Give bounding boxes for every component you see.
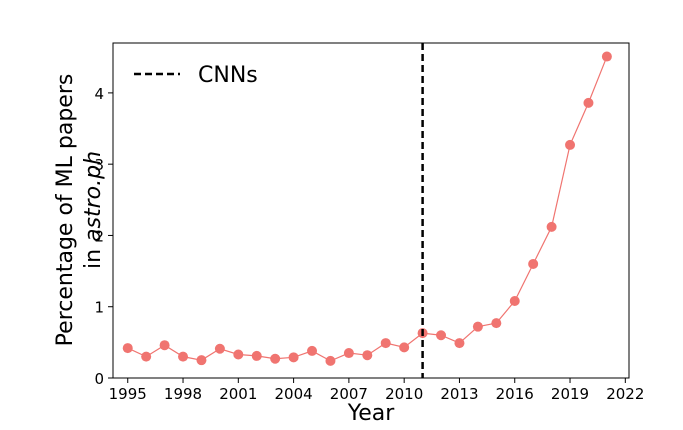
data-point-2016: [509, 296, 520, 307]
data-point-2013: [454, 338, 465, 349]
data-point-2015: [491, 318, 502, 329]
data-point-1998: [178, 351, 189, 362]
data-point-2020: [583, 97, 594, 108]
plot-frame: [112, 42, 630, 379]
data-point-2018: [546, 221, 557, 232]
legend-label-cnns: CNNs: [198, 63, 258, 88]
x-tick-label-1998: 1998: [164, 385, 202, 403]
data-point-2019: [565, 139, 576, 150]
data-point-2017: [528, 258, 539, 269]
x-tick-label-1995: 1995: [109, 385, 147, 403]
x-axis: 1995 1998 2001 2004 2007 2010 2013 2016 2019 2022: [109, 378, 644, 403]
x-tick-label-2019: 2019: [551, 385, 589, 403]
x-tick-label-2001: 2001: [219, 385, 257, 403]
y-tick-label-0: 0: [94, 370, 104, 388]
data-point-2005: [307, 345, 318, 356]
data-point-2004: [288, 352, 299, 363]
x-tick-label-2013: 2013: [440, 385, 478, 403]
data-point-2006: [325, 355, 336, 366]
data-point-2007: [343, 348, 354, 359]
data-point-1996: [141, 351, 152, 362]
y-tick-label-1: 1: [94, 299, 104, 317]
y-tick-label-2: 2: [94, 227, 104, 245]
data-point-2002: [251, 350, 262, 361]
y-axis-label: Percentage of ML papers in astro.ph: [53, 74, 106, 347]
data-point-2008: [362, 350, 373, 361]
y-tick-label-3: 3: [94, 156, 104, 174]
data-point-1995: [122, 343, 133, 354]
series-layer: [122, 51, 612, 366]
data-point-2010: [399, 342, 410, 353]
y-tick-label-4: 4: [94, 85, 104, 103]
plot-area: [113, 43, 629, 378]
data-point-2021: [601, 51, 612, 62]
data-point-2009: [380, 338, 391, 349]
data-point-2003: [270, 353, 281, 364]
y-axis: 0 1 2 3 4: [94, 85, 113, 388]
y-axis-label-line2: in astro.ph: [81, 151, 106, 269]
x-tick-label-2007: 2007: [330, 385, 368, 403]
x-tick-label-2010: 2010: [385, 385, 423, 403]
data-point-2001: [233, 349, 244, 360]
data-point-2012: [436, 330, 447, 341]
data-point-1999: [196, 355, 207, 366]
x-tick-label-2016: 2016: [496, 385, 534, 403]
y-axis-label-line1: Percentage of ML papers: [53, 74, 78, 347]
data-point-2000: [214, 343, 225, 354]
x-axis-label: Year: [347, 401, 396, 426]
data-point-2014: [472, 321, 483, 332]
x-tick-label-2004: 2004: [275, 385, 313, 403]
data-point-1997: [159, 340, 170, 351]
x-tick-label-2022: 2022: [606, 385, 644, 403]
legend: CNNs: [134, 63, 258, 88]
